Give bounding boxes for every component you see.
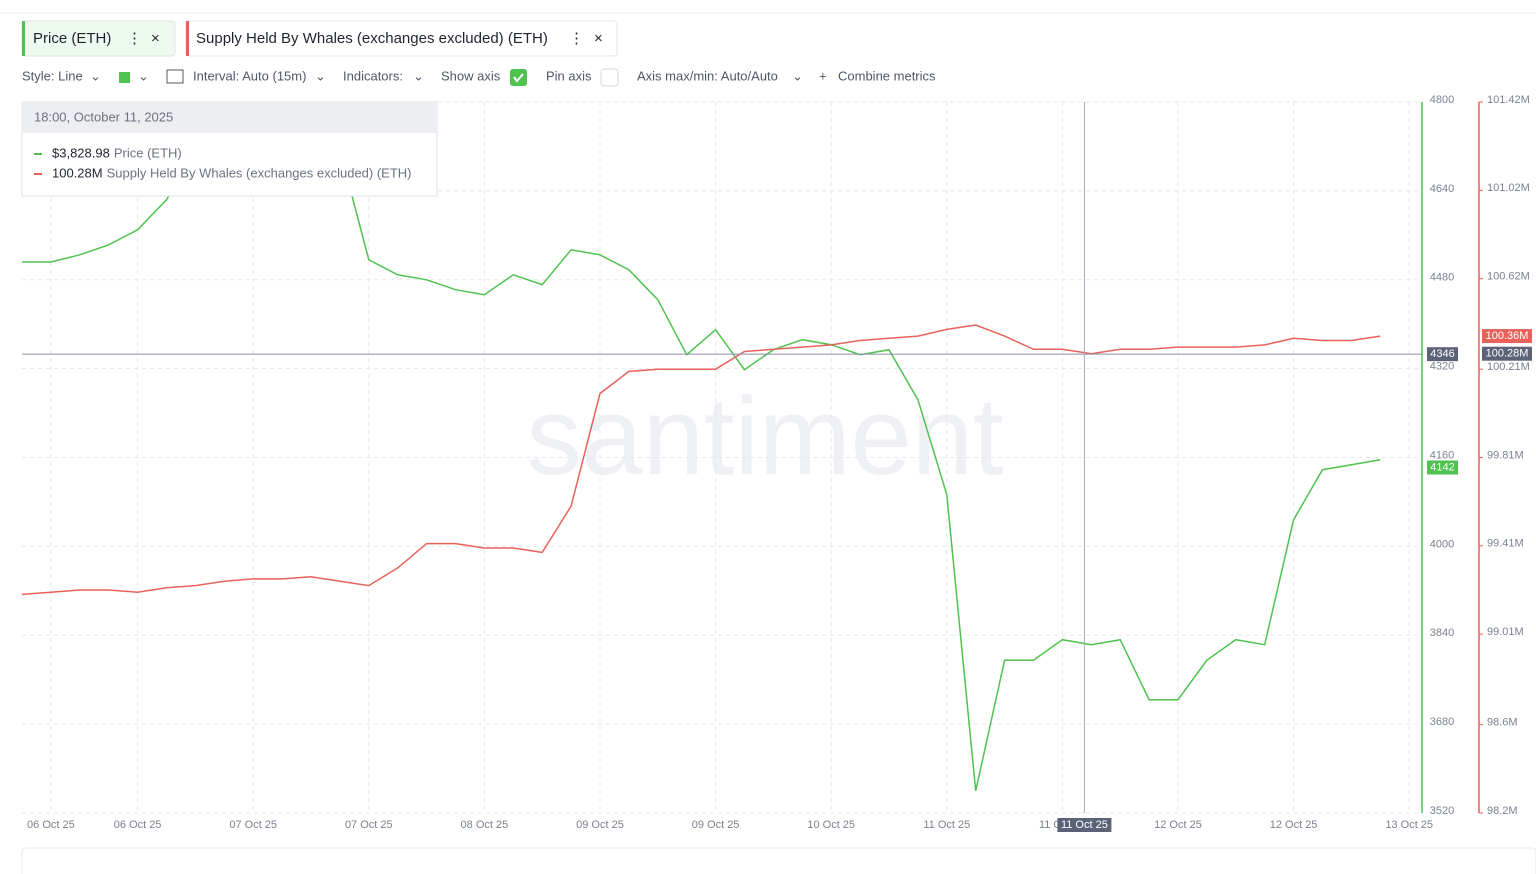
indicators-dropdown[interactable]: Indicators: xyxy=(343,68,403,83)
y2-tick-label: 100.21M xyxy=(1487,361,1530,373)
last-whales-badge-label: 100.36M xyxy=(1486,330,1529,342)
y-tick-label: 4000 xyxy=(1430,538,1454,550)
plus: + xyxy=(819,68,827,83)
y-tick-label: 3680 xyxy=(1430,716,1454,728)
checkmark xyxy=(513,73,524,83)
last-whales-badge xyxy=(1482,329,1532,344)
y-tick-label: 4640 xyxy=(1430,183,1454,195)
tooltip-header xyxy=(22,102,437,133)
x-tick-label: 12 Oct 25 xyxy=(1154,819,1202,831)
y-tick-label: 4320 xyxy=(1430,361,1454,373)
pin-axis-label: Pin axis xyxy=(546,68,592,83)
last-price-badge xyxy=(1427,460,1458,475)
axis-minmax-dropdown[interactable]: Axis max/min: Auto/Auto xyxy=(637,68,778,83)
y2-tick-label: 98.2M xyxy=(1487,805,1518,817)
y-tick-label: 4800 xyxy=(1430,94,1454,106)
x-tick-label: 09 Oct 25 xyxy=(576,819,624,831)
chevron: ⌄ xyxy=(90,68,101,83)
y2-tick-label: 99.81M xyxy=(1487,449,1524,461)
y-tick-label: 4480 xyxy=(1430,272,1454,284)
navigator[interactable] xyxy=(21,847,1536,874)
x-tick-label: 06 Oct 25 xyxy=(27,819,75,831)
show-axis-checkbox[interactable] xyxy=(510,69,527,86)
y2-tick-label: 99.41M xyxy=(1487,538,1524,550)
pin-axis-checkbox[interactable] xyxy=(600,68,619,87)
crosshair-x-label: 11 Oct 25 xyxy=(1061,819,1108,831)
tab-accent xyxy=(22,21,25,56)
tab-close[interactable]: × xyxy=(594,30,603,47)
chevron: ⌄ xyxy=(315,68,326,83)
y-tick-label: 3840 xyxy=(1430,627,1454,639)
x-tick-label: 06 Oct 25 xyxy=(114,819,162,831)
chevron: ⌄ xyxy=(792,68,803,83)
x-tick-label: 11 Oct 25 xyxy=(923,819,970,831)
tab-menu[interactable]: ⋮ xyxy=(127,30,142,47)
tooltip-series: Supply Held By Whales (exchanges exclude… xyxy=(107,165,412,180)
interval-icon xyxy=(166,69,184,84)
x-tick-label: 10 Oct 25 xyxy=(807,819,855,831)
y2-tick-label: 98.6M xyxy=(1487,717,1518,729)
x-tick-label: 08 Oct 25 xyxy=(461,819,509,831)
x-tick-label: 13 Oct 25 xyxy=(1385,819,1433,831)
x-tick-label: 07 Oct 25 xyxy=(229,819,277,831)
tooltip-time: 18:00, October 11, 2025 xyxy=(34,109,173,124)
series-line xyxy=(21,324,1381,596)
plot: santiment 4800 4640 4480 4320 4160 4000 3840 368… xyxy=(21,94,1532,832)
y2-tick-label: 99.01M xyxy=(1487,626,1524,638)
tooltip-series: Price (ETH) xyxy=(114,145,182,160)
show-axis-label: Show axis xyxy=(441,68,501,83)
y2-tick-label: 101.42M xyxy=(1487,94,1530,106)
chevron: ⌄ xyxy=(138,68,149,83)
crosshair-price-badge xyxy=(1427,347,1458,362)
tooltip-value: 100.28M xyxy=(52,165,103,180)
tab-label: Supply Held By Whales (exchanges exclude… xyxy=(196,30,548,47)
y2-tick-label: 101.02M xyxy=(1487,182,1530,194)
crosshair-whales-badge-label: 100.28M xyxy=(1486,348,1529,360)
style-dropdown[interactable]: Style: Line xyxy=(22,68,83,83)
tab-label: Price (ETH) xyxy=(33,30,111,47)
crosshair-price-badge-label: 4346 xyxy=(1430,348,1454,360)
crosshair-x-badge xyxy=(1057,818,1112,832)
color-picker[interactable] xyxy=(119,72,130,83)
interval-dropdown[interactable]: Interval: Auto (15m) xyxy=(193,68,306,83)
chevron: ⌄ xyxy=(413,68,424,83)
x-tick-label: 12 Oct 25 xyxy=(1270,819,1318,831)
combine-metrics[interactable]: Combine metrics xyxy=(838,68,936,83)
y2-tick-label: 100.62M xyxy=(1487,271,1530,283)
crosshair-whales-badge xyxy=(1482,346,1532,361)
y-tick-label: 4160 xyxy=(1430,449,1454,461)
tab-menu[interactable]: ⋮ xyxy=(569,30,584,47)
x-tick-label: 07 Oct 25 xyxy=(345,819,393,831)
tooltip-value: $3,828.98 xyxy=(52,145,110,160)
watermark: santiment xyxy=(527,375,1004,498)
last-price-badge-label: 4142 xyxy=(1430,461,1454,473)
tab-accent xyxy=(186,21,189,56)
x-tick-label: 09 Oct 25 xyxy=(692,819,740,831)
y-tick-label: 3520 xyxy=(1430,805,1454,817)
tab-close[interactable]: × xyxy=(151,30,160,47)
